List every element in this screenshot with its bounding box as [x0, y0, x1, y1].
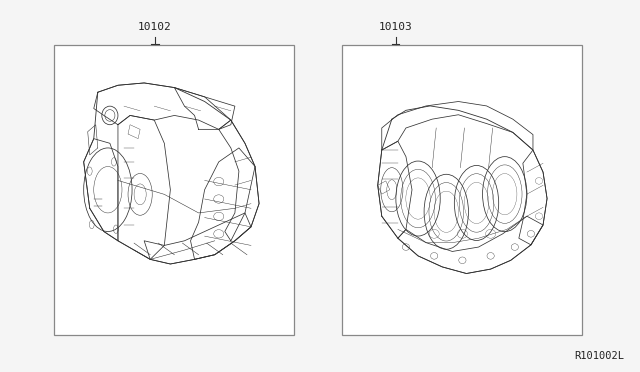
Bar — [342, 45, 582, 335]
Text: 10103: 10103 — [379, 22, 412, 32]
Text: R101002L: R101002L — [574, 351, 624, 361]
Text: 10102: 10102 — [138, 22, 172, 32]
Bar — [54, 45, 294, 335]
